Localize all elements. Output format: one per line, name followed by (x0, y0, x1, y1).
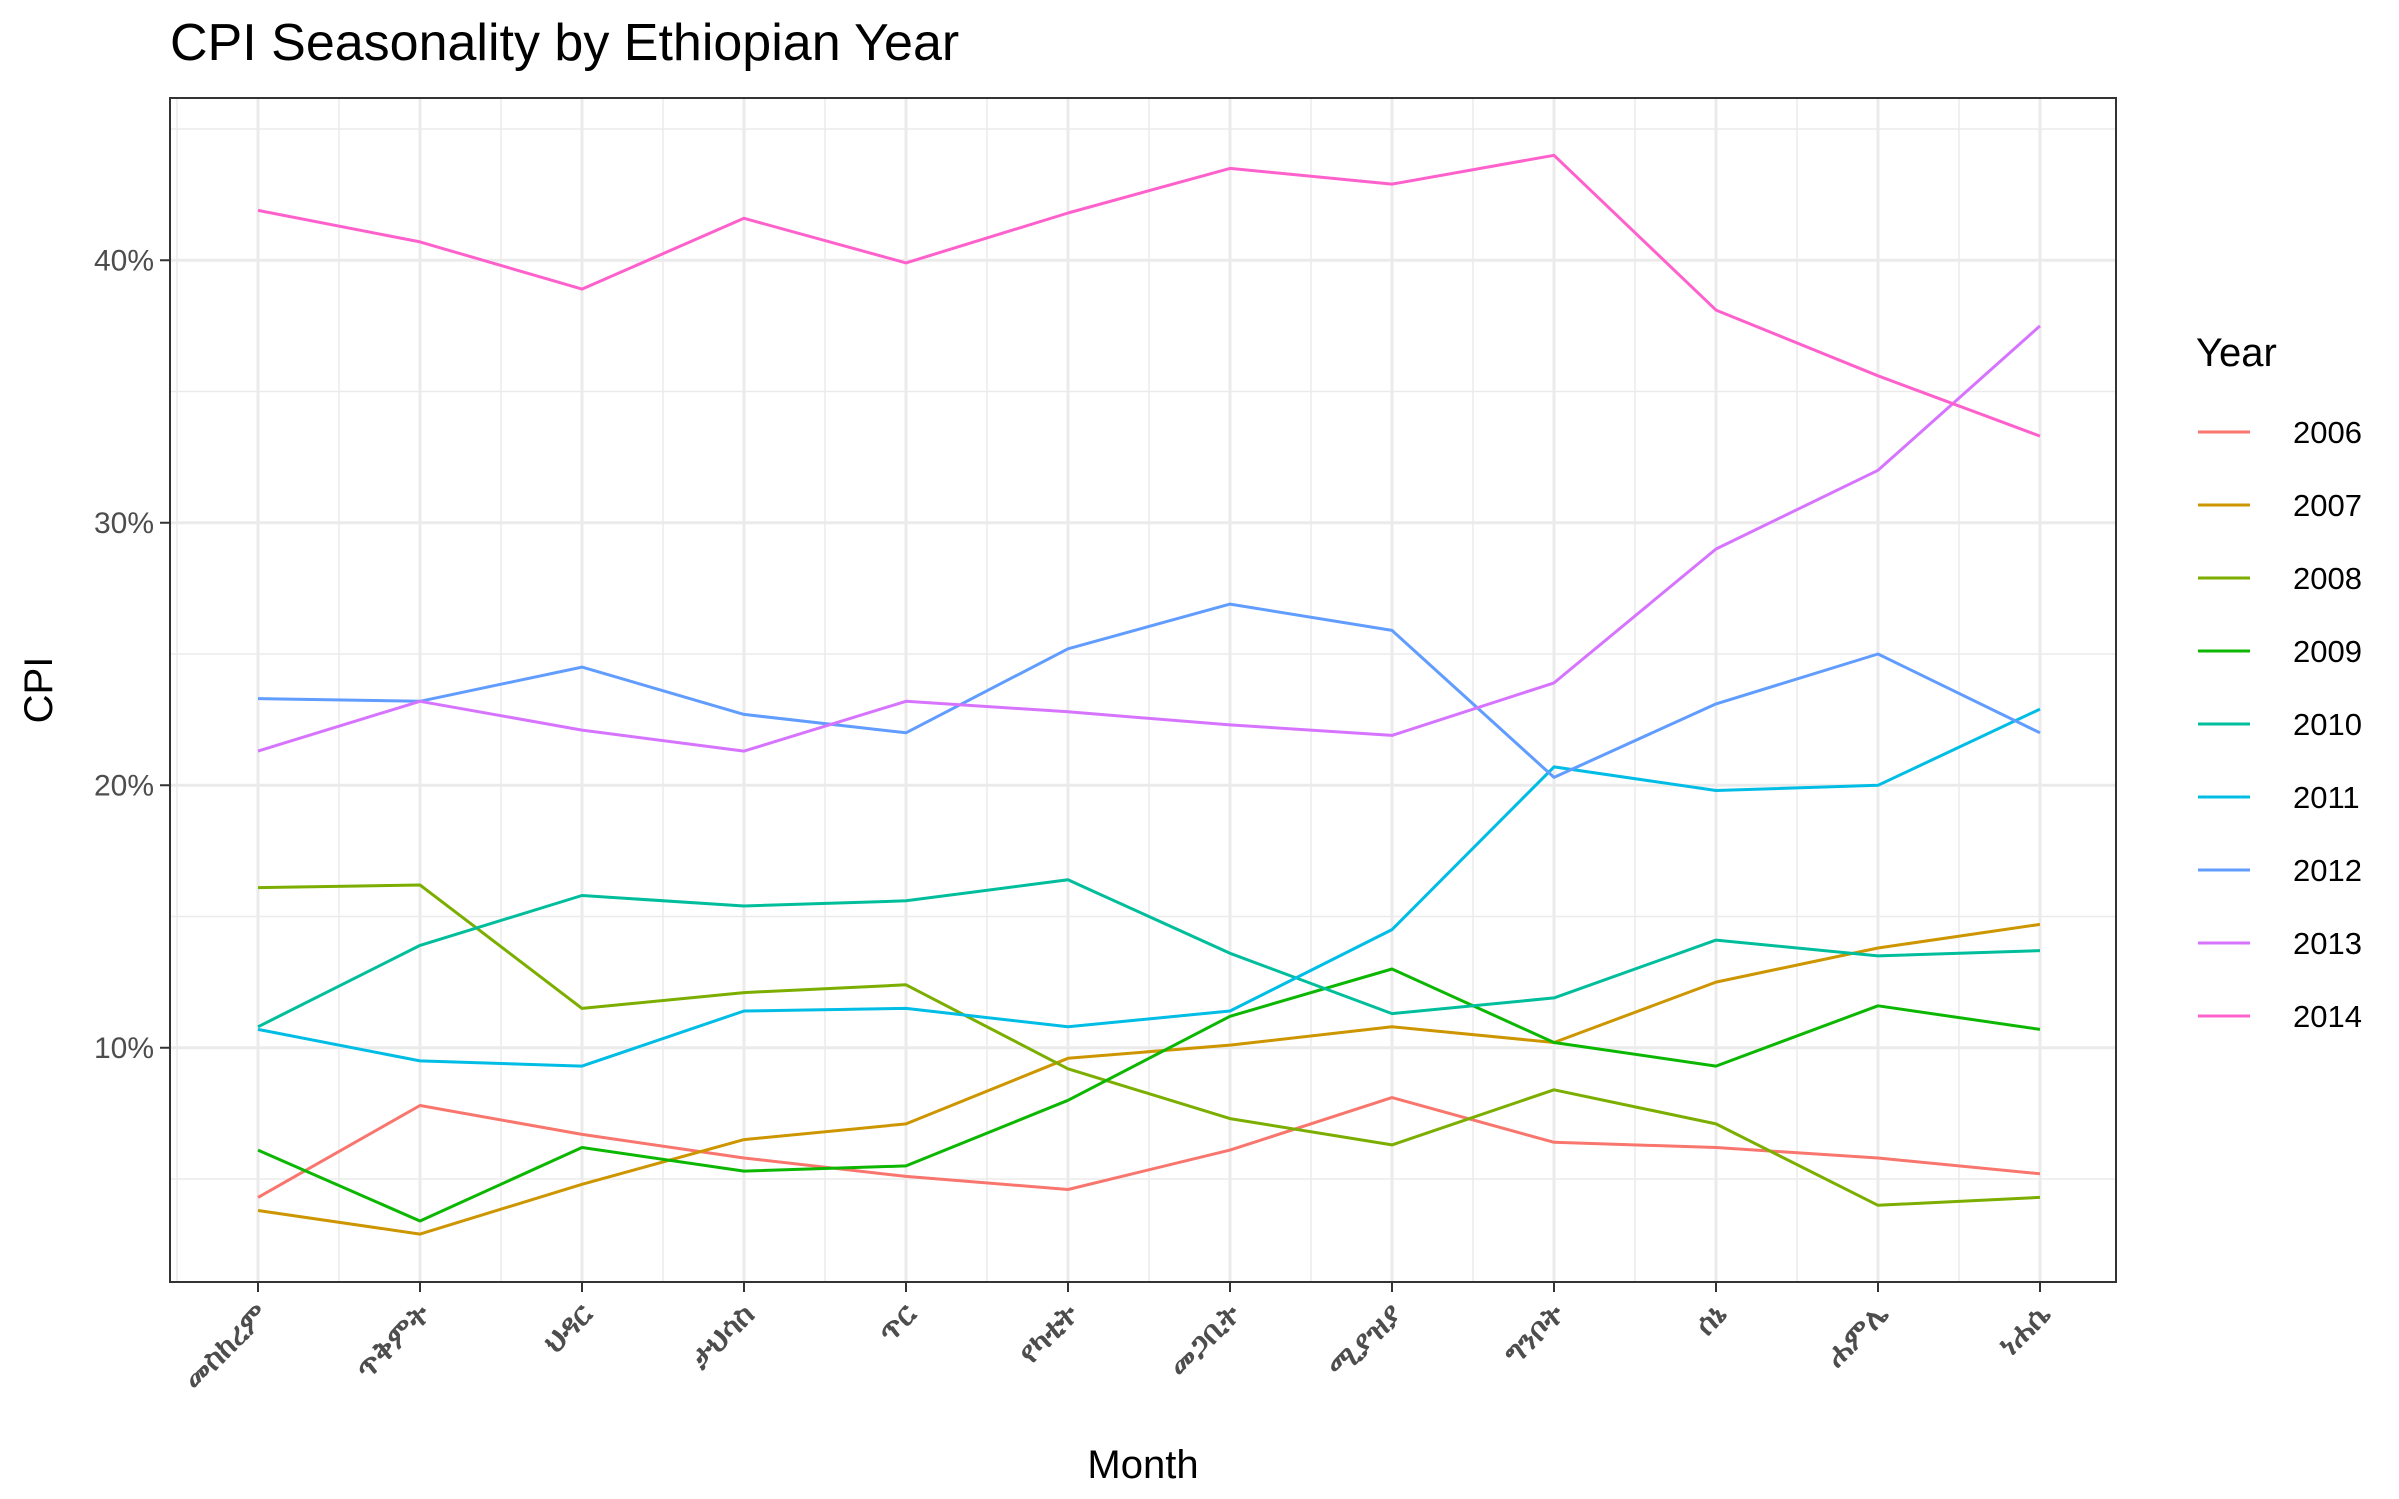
x-tick-label: መስከረም (176, 1297, 276, 1397)
y-tick-label: 20% (94, 769, 154, 802)
legend-label-2012: 2012 (2293, 853, 2362, 888)
legend-label-2007: 2007 (2293, 488, 2362, 523)
series-line-2006 (257, 1096, 2041, 1199)
plot-panel-border (169, 97, 2117, 1283)
major-gridlines (170, 98, 2116, 1282)
series-line-2012 (257, 602, 2041, 779)
x-axis-title: Month (1087, 1443, 1198, 1487)
x-axis: መስከረም ጥቅምት ህዳር ታህሳስ ጥር የካቲት መጋቢት ሚያዝያ ግንቦት ሰኔ ሐምሌ ነ… (176, 1282, 2058, 1397)
legend-label-2010: 2010 (2293, 707, 2362, 742)
y-tick-label: 30% (94, 507, 154, 540)
x-tick-label: ጥር (871, 1296, 925, 1350)
x-tick-label: የካቲት (1012, 1296, 1086, 1370)
series-line-2010 (257, 878, 2041, 1029)
x-tick-label: ግንቦት (1497, 1296, 1572, 1371)
legend-label-2013: 2013 (2293, 926, 2362, 961)
series-lines (257, 153, 2041, 1236)
series-line-2011 (257, 707, 2041, 1068)
y-axis: 10% 20% 30% 40% (94, 244, 170, 1065)
x-tick-label: ሐምሌ (1818, 1296, 1896, 1374)
series-line-2008 (257, 883, 2041, 1207)
y-axis-title: CPI (17, 657, 61, 724)
legend-label-2011: 2011 (2293, 780, 2360, 815)
y-tick-label: 10% (94, 1032, 154, 1065)
series-line-2013 (257, 324, 2041, 753)
legend-title: Year (2196, 331, 2277, 375)
legend-label-2014: 2014 (2293, 999, 2362, 1034)
legend: Year 2006 2007 2008 2009 2010 2011 2012 2013 201… (2196, 331, 2362, 1034)
x-tick-label: ሚያዝያ (1321, 1297, 1409, 1385)
legend-label-2009: 2009 (2293, 634, 2362, 669)
legend-label-2006: 2006 (2293, 415, 2362, 450)
x-tick-label: ህዳር (537, 1296, 601, 1360)
y-tick-label: 40% (94, 244, 154, 277)
x-tick-label: ታህሳስ (682, 1297, 762, 1377)
x-tick-label: ሰኔ (1688, 1297, 1734, 1343)
minor-gridlines (170, 98, 2116, 1282)
chart-title: CPI Seasonality by Ethiopian Year (170, 14, 959, 72)
plot-background (170, 98, 2116, 1282)
series-line-2007 (257, 922, 2041, 1236)
legend-label-2008: 2008 (2293, 561, 2362, 596)
x-tick-label: ነሐሴ (1992, 1296, 2058, 1362)
x-tick-label: ጥቅምት (348, 1296, 438, 1386)
series-line-2009 (257, 967, 2041, 1223)
series-line-2014 (257, 153, 2041, 438)
x-tick-label: መጋቢት (1161, 1296, 1248, 1383)
